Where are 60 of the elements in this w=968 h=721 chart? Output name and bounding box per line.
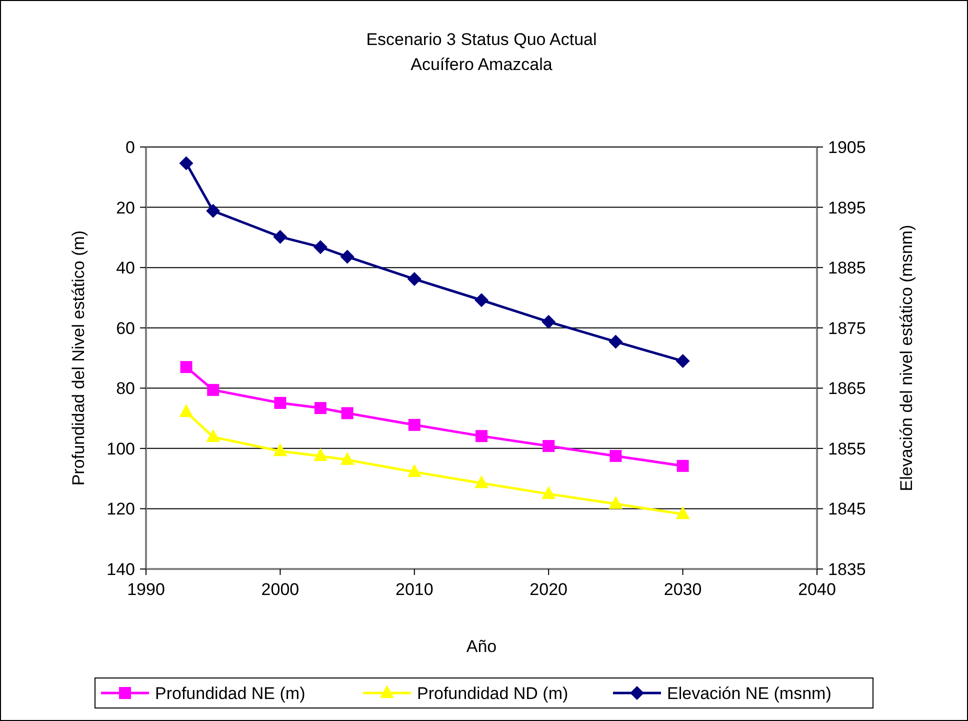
- point: [608, 496, 623, 509]
- y2-tick-label: 1905: [828, 138, 866, 157]
- legend-label: Profundidad ND (m): [417, 684, 568, 703]
- point: [206, 204, 220, 218]
- x-axis-title: Año: [466, 637, 497, 656]
- y2-tick-label: 1875: [828, 318, 866, 338]
- y-tick-label: 20: [116, 198, 135, 218]
- x-tick-label: 2020: [530, 580, 568, 599]
- x-tick-label: 2040: [798, 580, 836, 599]
- y-tick-label: 100: [106, 439, 135, 458]
- x-tick-label: 1990: [127, 580, 165, 599]
- y2-tick-label: 1835: [828, 560, 866, 579]
- y2-tick-label: 1845: [828, 500, 866, 519]
- point: [542, 440, 555, 452]
- point: [313, 240, 328, 254]
- point: [180, 361, 192, 374]
- y2-tick-label: 1885: [828, 258, 866, 278]
- y2-tick-label: 1855: [828, 439, 866, 458]
- y-axis-title: Profundidad del Nivel estático (m): [69, 230, 88, 486]
- point: [179, 404, 194, 417]
- point: [676, 460, 689, 472]
- x-tick-label: 2000: [261, 580, 300, 599]
- point: [341, 407, 354, 420]
- point: [407, 272, 422, 286]
- y-tick-label: 120: [106, 500, 135, 519]
- legend-label: Profundidad NE (m): [155, 684, 306, 703]
- point: [340, 250, 354, 264]
- point: [179, 156, 194, 170]
- y-tick-label: 0: [126, 138, 135, 157]
- point: [610, 450, 622, 462]
- y-tick-label: 80: [116, 379, 135, 398]
- point: [206, 428, 220, 442]
- y2-tick-label: 1865: [828, 379, 866, 398]
- point: [474, 293, 488, 308]
- y-tick-label: 40: [116, 258, 135, 278]
- point: [676, 354, 690, 368]
- x-tick-label: 2010: [395, 580, 434, 599]
- legend-label: Elevación NE (msnm): [667, 684, 832, 703]
- point: [408, 418, 420, 431]
- y2-axis-title: Elevación del nivel estático (msnm): [897, 224, 916, 492]
- point: [340, 452, 354, 465]
- point: [314, 402, 326, 414]
- point: [207, 384, 220, 396]
- point: [608, 334, 623, 349]
- point: [676, 506, 690, 520]
- point: [476, 430, 488, 442]
- y2-tick-label: 1895: [828, 198, 866, 218]
- point: [273, 230, 288, 244]
- y-tick-label: 140: [106, 560, 135, 579]
- point: [474, 475, 488, 488]
- y-tick-label: 60: [116, 318, 135, 338]
- chart-subtitle: Acuífero Amazcala: [410, 55, 553, 74]
- point: [407, 464, 422, 477]
- point: [542, 314, 556, 329]
- point: [542, 486, 556, 499]
- point: [313, 448, 328, 461]
- chart-title: Escenario 3 Status Quo Actual: [366, 30, 597, 49]
- x-tick-label: 2030: [664, 580, 702, 599]
- point: [273, 443, 288, 456]
- point: [274, 396, 286, 409]
